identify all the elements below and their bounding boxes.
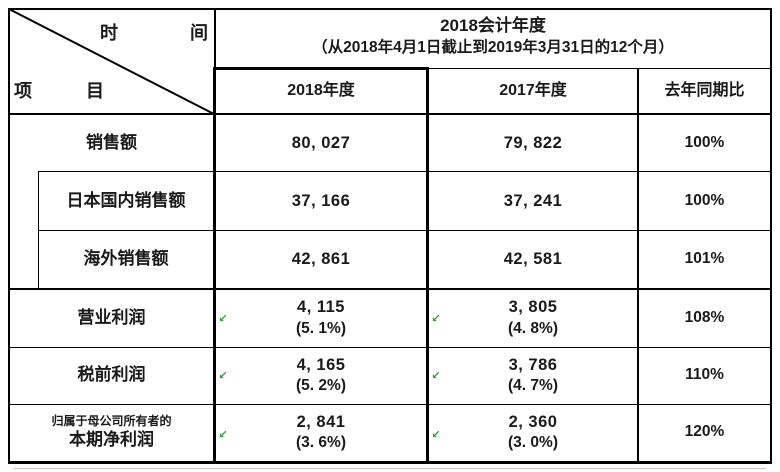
value-2018-net-profit: 2, 841 (3. 6%) <box>216 405 426 460</box>
net-profit-label-note: 归属于母公司所有者的 <box>51 413 172 428</box>
operating-profit-2017-margin: (4. 8%) <box>508 319 558 337</box>
table-border-top <box>8 8 772 10</box>
grid-line-row5 <box>8 404 772 405</box>
pretax-profit-2018-amount: 4, 165 <box>296 355 346 374</box>
pretax-profit-2018-margin: (5. 2%) <box>296 377 346 395</box>
net-profit-2018-amount: 2, 841 <box>296 412 346 431</box>
col-2018-thick-border-top <box>213 67 429 70</box>
value-yoy-domestic: 100% <box>684 191 725 209</box>
fiscal-year-period: （从2018年4月1日截止到2019年3月31日的12个月） <box>312 39 674 56</box>
value-yoy-sales: 100% <box>684 133 725 151</box>
value-yoy-net-profit: 120% <box>684 423 725 441</box>
corner-item-label: 项 目 <box>14 76 104 104</box>
grid-line-row1 <box>38 171 772 172</box>
value-2018-domestic: 37, 166 <box>291 191 351 210</box>
column-header-2018: 2018年度 <box>287 81 355 99</box>
row-label-sales: 销售额 <box>86 132 137 152</box>
value-2017-sales: 79, 822 <box>503 133 563 152</box>
col-2018-thick-border-left <box>213 67 216 462</box>
fiscal-year-title: 2018会计年度 <box>440 16 546 36</box>
operating-profit-2017-amount: 3, 805 <box>508 298 558 317</box>
green-arrow-marker: ↙ <box>218 429 228 441</box>
value-yoy-overseas: 101% <box>684 250 725 268</box>
grid-line-row2 <box>38 230 772 231</box>
value-2018-sales: 80, 027 <box>291 133 351 152</box>
green-arrow-marker: ↙ <box>431 370 441 382</box>
net-profit-label-main: 本期净利润 <box>69 430 154 450</box>
corner-time-label: 时 间 <box>100 18 208 46</box>
value-2018-overseas: 42, 861 <box>291 250 351 269</box>
value-2017-operating-profit: 3, 805 (4. 8%) <box>429 290 637 346</box>
fiscal-year-header: 2018会计年度 （从2018年4月1日截止到2019年3月31日的12个月） <box>216 9 770 65</box>
scan-shadow-line <box>14 468 766 469</box>
value-2018-pretax-profit: 4, 165 (5. 2%) <box>216 348 426 403</box>
table-border-right <box>770 8 772 464</box>
grid-line-row4 <box>8 347 772 348</box>
operating-profit-2018-margin: (5. 1%) <box>296 319 346 337</box>
value-yoy-operating-profit: 108% <box>684 308 725 326</box>
grid-line-corner-right <box>214 8 216 68</box>
row-label-net-profit: 归属于母公司所有者的 本期净利润 <box>10 405 213 460</box>
value-2017-domestic: 37, 241 <box>503 191 563 210</box>
row-label-domestic-sales: 日本国内销售额 <box>66 190 186 210</box>
table-border-bottom <box>8 461 772 464</box>
corner-diagonal-line <box>8 8 215 115</box>
value-2018-operating-profit: 4, 115 (5. 1%) <box>216 290 426 346</box>
green-arrow-marker: ↙ <box>431 429 441 441</box>
row-label-operating-profit: 营业利润 <box>77 307 146 327</box>
net-profit-2017-margin: (3. 0%) <box>508 434 558 452</box>
row-label-overseas-sales: 海外销售额 <box>83 249 169 269</box>
row-label-pretax-profit: 税前利润 <box>77 365 146 385</box>
value-2017-net-profit: 2, 360 (3. 0%) <box>429 405 637 460</box>
green-arrow-marker: ↙ <box>431 313 441 325</box>
column-header-yoy: 去年同期比 <box>664 81 745 99</box>
pretax-profit-2017-margin: (4. 7%) <box>508 377 558 395</box>
operating-profit-2018-amount: 4, 115 <box>297 298 345 317</box>
corner-item-char-1: 项 <box>14 81 32 101</box>
corner-time-char-2: 间 <box>190 23 208 43</box>
table-border-left <box>8 8 10 464</box>
col-2018-thick-border-right <box>426 67 429 462</box>
grid-line-colheader-bottom <box>8 113 772 115</box>
value-2017-pretax-profit: 3, 786 (4. 7%) <box>429 348 637 403</box>
green-arrow-marker: ↙ <box>218 370 228 382</box>
corner-item-char-2: 目 <box>86 81 104 101</box>
value-yoy-pretax-profit: 110% <box>685 366 724 384</box>
net-profit-2018-margin: (3. 6%) <box>296 434 346 452</box>
corner-time-char-1: 时 <box>100 23 118 43</box>
green-arrow-marker: ↙ <box>218 313 228 325</box>
grid-line-col-yoy-left <box>637 68 639 462</box>
net-profit-2017-amount: 2, 360 <box>508 412 558 431</box>
column-header-2017: 2017年度 <box>499 81 567 99</box>
pretax-profit-2017-amount: 3, 786 <box>508 355 558 374</box>
grid-line-row3 <box>8 288 772 290</box>
grid-line-header-bottom <box>429 68 772 69</box>
value-2017-overseas: 42, 581 <box>503 250 563 269</box>
